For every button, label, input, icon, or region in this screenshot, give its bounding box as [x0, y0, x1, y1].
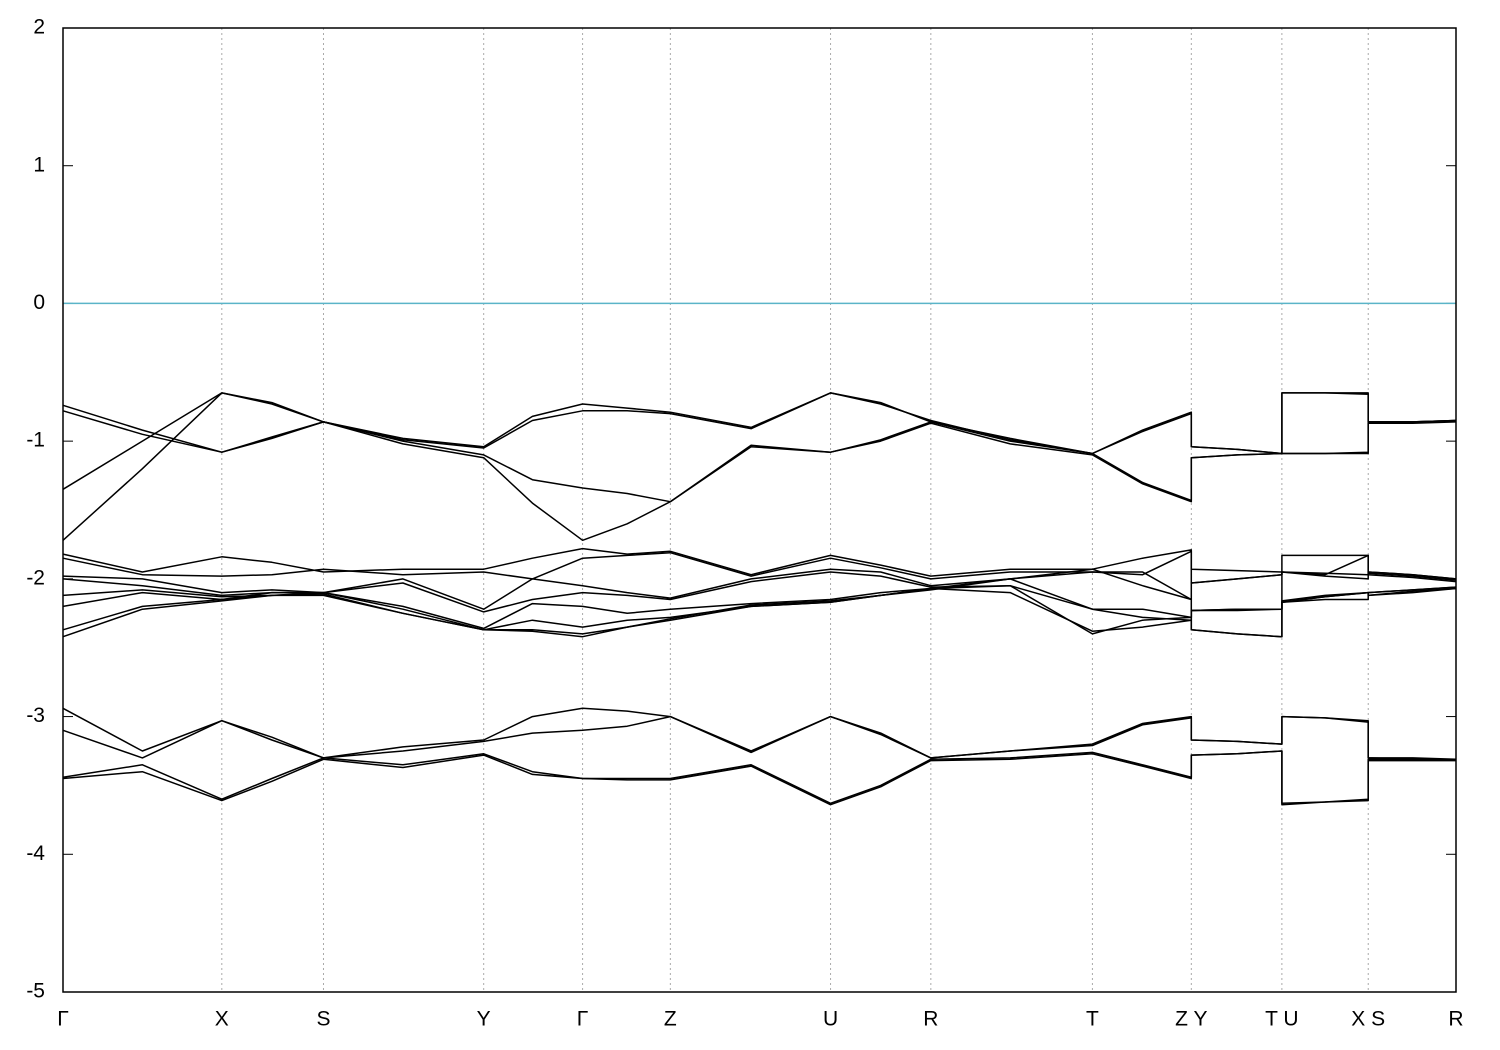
- x-tick-label: Z Y: [1175, 1008, 1207, 1031]
- x-tick-label: Y: [477, 1008, 491, 1031]
- band-line: [62, 707, 1457, 761]
- x-tick-label: U: [823, 1008, 838, 1031]
- x-tick-label: X: [215, 1008, 229, 1031]
- band-line: [62, 750, 1456, 805]
- y-tick-label: 1: [33, 153, 45, 176]
- y-tick-label: 2: [33, 16, 45, 39]
- x-tick-label: T: [1086, 1008, 1099, 1031]
- x-tick-label: Γ: [577, 1008, 589, 1031]
- band-line: [62, 392, 1457, 542]
- band-line: [62, 568, 1457, 619]
- plot-frame: [62, 27, 1457, 993]
- band-line: [62, 750, 1456, 806]
- x-tick-label: X S: [1351, 1008, 1385, 1031]
- band-line: [62, 550, 1457, 638]
- band-line: [62, 715, 1456, 761]
- band-line: [62, 547, 1457, 580]
- x-tick-label: R: [923, 1008, 938, 1031]
- y-tick-label: 0: [33, 291, 45, 314]
- y-tick-label: -4: [26, 842, 45, 865]
- y-tick-label: -1: [26, 429, 45, 452]
- x-tick-label: R: [1448, 1008, 1463, 1031]
- y-tick-label: -5: [26, 980, 45, 1003]
- x-tick-label: Z: [664, 1008, 677, 1031]
- band-line: [62, 584, 1457, 635]
- y-tick-label: -2: [26, 566, 45, 589]
- y-tick-label: -3: [26, 704, 45, 727]
- x-tick-label: T U: [1265, 1008, 1298, 1031]
- x-tick-label: Γ: [57, 1008, 69, 1031]
- band-line: [62, 568, 1457, 638]
- x-tick-label: S: [316, 1008, 330, 1031]
